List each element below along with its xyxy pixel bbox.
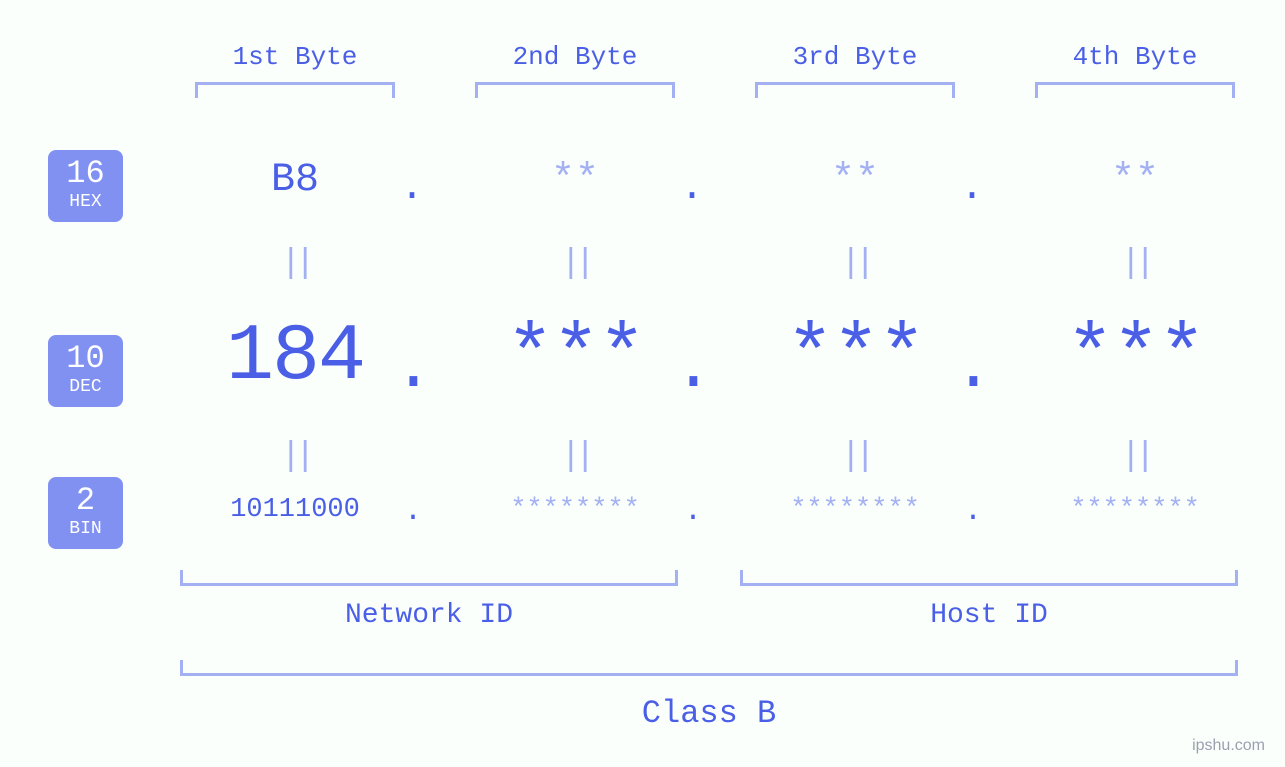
hex-badge-label: HEX (69, 192, 101, 214)
dec-dot-2: . (673, 330, 714, 407)
network-id-label: Network ID (180, 600, 678, 631)
byte2-eq-top: || (455, 245, 695, 283)
dec-badge-number: 10 (66, 343, 104, 375)
byte3-bin: ******** (735, 495, 975, 525)
byte3-bracket (755, 82, 955, 98)
bin-dot-3: . (964, 495, 982, 529)
dec-dot-3: . (953, 330, 994, 407)
network-id-bracket (180, 570, 678, 586)
byte1-dec: 184 (175, 312, 415, 403)
byte2-hex: ** (455, 158, 695, 203)
hex-dot-2: . (680, 166, 704, 211)
class-label: Class B (209, 695, 1209, 732)
host-id-bracket (740, 570, 1238, 586)
byte1-hex: B8 (175, 158, 415, 203)
bin-badge-number: 2 (76, 485, 95, 517)
byte3-header: 3rd Byte (735, 42, 975, 72)
hex-badge: 16 HEX (48, 150, 123, 222)
watermark: ipshu.com (1192, 737, 1265, 755)
bin-dot-2: . (684, 495, 702, 529)
byte1-bin: 10111000 (175, 495, 415, 525)
byte1-bracket (195, 82, 395, 98)
dec-badge: 10 DEC (48, 335, 123, 407)
byte2-header: 2nd Byte (455, 42, 695, 72)
dec-badge-label: DEC (69, 377, 101, 399)
host-id-label: Host ID (740, 600, 1238, 631)
bin-badge-label: BIN (69, 519, 101, 541)
hex-dot-3: . (960, 166, 984, 211)
byte4-eq-bot: || (1015, 438, 1255, 476)
hex-badge-number: 16 (66, 158, 104, 190)
hex-dot-1: . (400, 166, 424, 211)
byte2-dec: *** (455, 312, 695, 403)
byte4-header: 4th Byte (1015, 42, 1255, 72)
byte4-eq-top: || (1015, 245, 1255, 283)
bin-dot-1: . (404, 495, 422, 529)
byte3-hex: ** (735, 158, 975, 203)
dec-dot-1: . (393, 330, 434, 407)
byte4-dec: *** (1015, 312, 1255, 403)
byte1-eq-top: || (175, 245, 415, 283)
byte4-bracket (1035, 82, 1235, 98)
byte2-eq-bot: || (455, 438, 695, 476)
byte1-eq-bot: || (175, 438, 415, 476)
byte4-hex: ** (1015, 158, 1255, 203)
bin-badge: 2 BIN (48, 477, 123, 549)
byte2-bracket (475, 82, 675, 98)
byte3-eq-top: || (735, 245, 975, 283)
byte3-eq-bot: || (735, 438, 975, 476)
byte1-header: 1st Byte (175, 42, 415, 72)
byte4-bin: ******** (1015, 495, 1255, 525)
class-bracket (180, 660, 1238, 676)
byte3-dec: *** (735, 312, 975, 403)
byte2-bin: ******** (455, 495, 695, 525)
